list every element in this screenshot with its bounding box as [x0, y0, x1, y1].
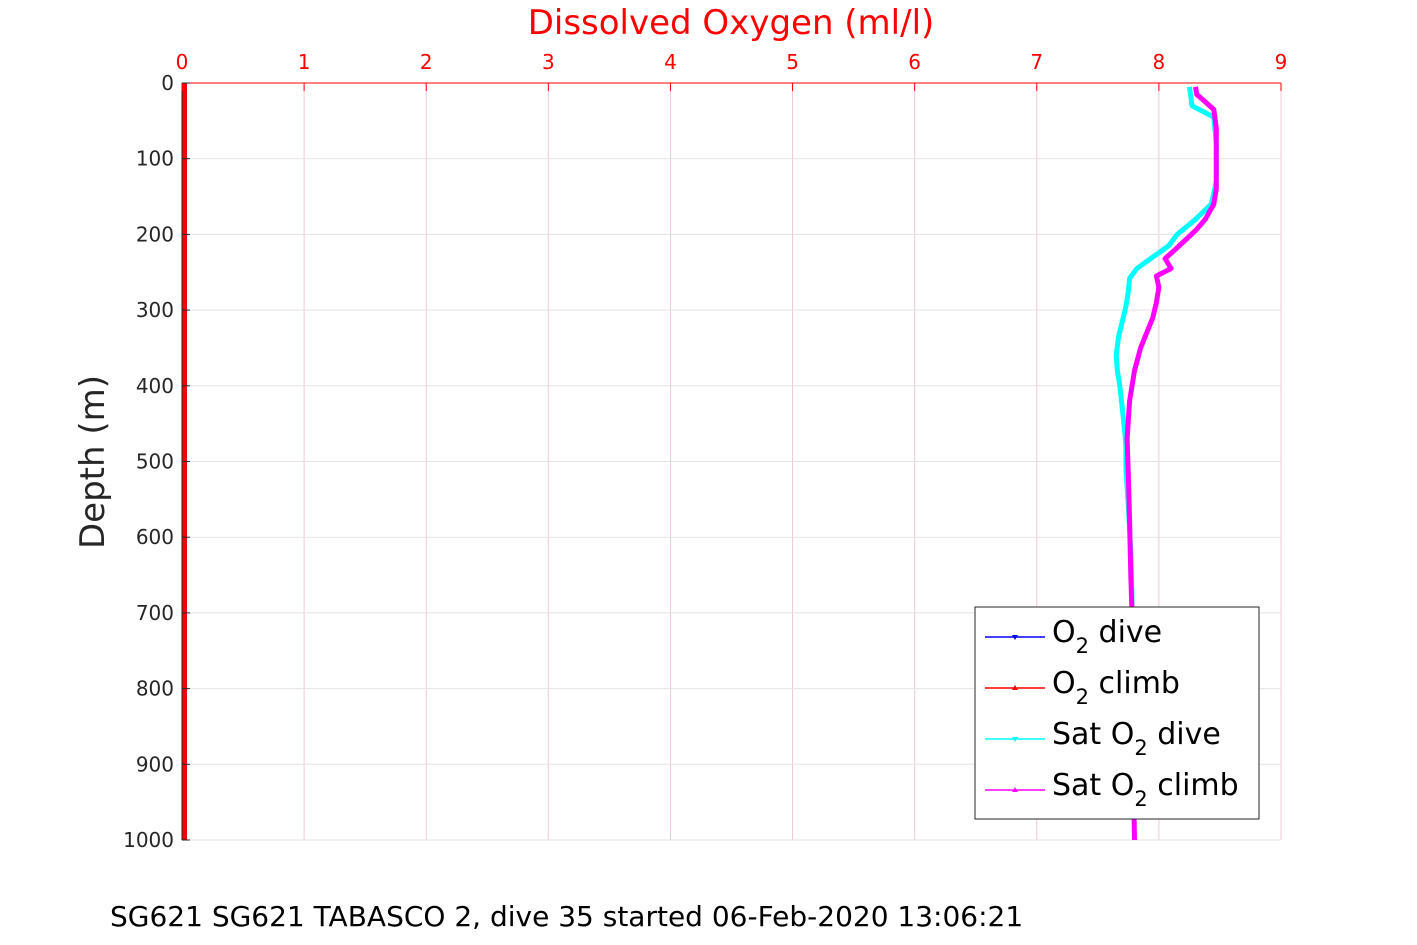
series-line-sat-o2-climb	[1124, 86, 1219, 841]
x-tick-label: 8	[1153, 50, 1166, 74]
legend-label: Sat O2 climb	[1052, 768, 1239, 811]
legend-label: O2 climb	[1052, 666, 1180, 709]
y-axis-label: Depth (m)	[73, 375, 113, 549]
legend: O2 dive O2 climb Sat O2 dive Sat O2 climb	[974, 606, 1260, 820]
y-tick-labels: 0 100 200 300 400 500 600 700 800 900 1000	[123, 71, 174, 852]
axes	[181, 82, 1282, 841]
x-tick-label: 0	[176, 50, 189, 74]
x-tick-label: 4	[664, 50, 677, 74]
y-tick-label: 800	[136, 677, 174, 701]
x-tick-labels: 0 1 2 3 4 5 6 7 8 9	[176, 50, 1288, 74]
x-tick-label: 2	[420, 50, 433, 74]
legend-entry: O2 climb	[985, 666, 1180, 709]
x-tick-label: 3	[542, 50, 555, 74]
y-tick-label: 100	[136, 147, 174, 171]
x-tick-label: 7	[1030, 50, 1043, 74]
legend-box	[974, 606, 1260, 820]
x-tick-label: 1	[298, 50, 311, 74]
y-tick-label: 200	[136, 222, 174, 246]
legend-entry: O2 dive	[985, 615, 1162, 658]
x-tick-label: 5	[786, 50, 799, 74]
y-tick-label: 700	[136, 601, 174, 625]
y-tick-label: 600	[136, 525, 174, 549]
legend-entry: Sat O2 climb	[985, 768, 1239, 811]
y-tick-label: 0	[161, 71, 174, 95]
y-tick-label: 1000	[123, 828, 174, 852]
legend-marker	[1012, 685, 1018, 690]
legend-marker	[1012, 635, 1018, 640]
chart-title: Dissolved Oxygen (ml/l)	[528, 3, 935, 43]
y-tick-label: 400	[136, 374, 174, 398]
x-tick-label: 6	[908, 50, 921, 74]
legend-entry: Sat O2 dive	[985, 717, 1221, 760]
y-tick-label: 300	[136, 298, 174, 322]
chart-caption: SG621 SG621 TABASCO 2, dive 35 started 0…	[110, 900, 1023, 933]
legend-label: O2 dive	[1052, 615, 1162, 658]
legend-label: Sat O2 dive	[1052, 717, 1221, 760]
legend-marker	[1012, 787, 1018, 792]
x-tick-label: 9	[1275, 50, 1288, 74]
legend-marker	[1012, 737, 1018, 742]
y-tick-label: 500	[136, 450, 174, 474]
y-tick-label: 900	[136, 752, 174, 776]
